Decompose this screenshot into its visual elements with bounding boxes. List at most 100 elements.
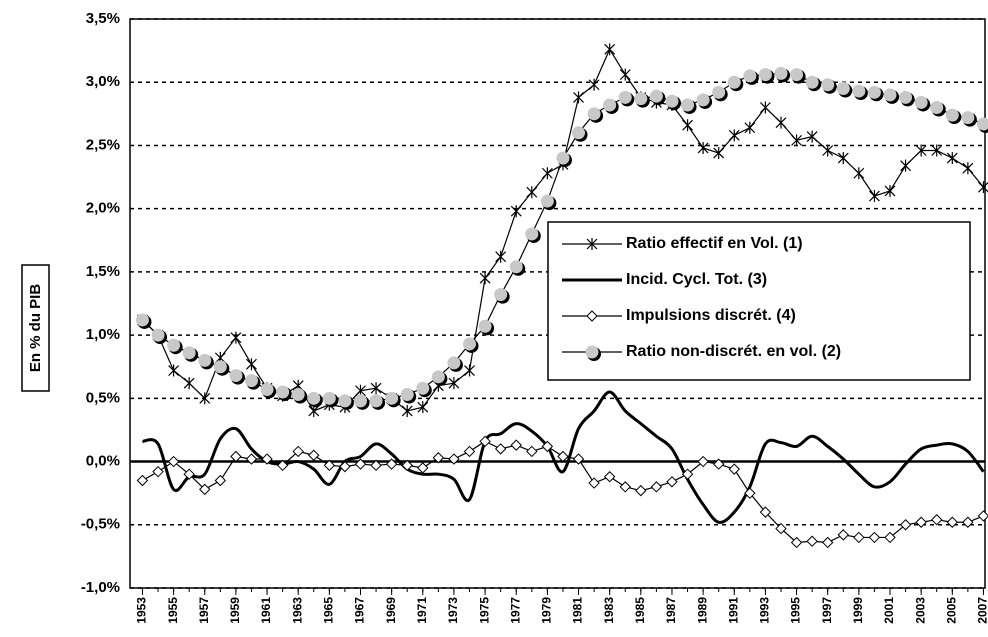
x-tick-label: 2005 bbox=[944, 597, 958, 624]
x-tick-label: 1997 bbox=[820, 597, 834, 624]
circle-marker bbox=[400, 388, 417, 404]
circle-marker bbox=[213, 360, 230, 376]
circle-marker bbox=[447, 356, 463, 372]
legend-box bbox=[547, 221, 971, 381]
diamond-marker bbox=[681, 468, 694, 480]
marker-face bbox=[213, 360, 227, 374]
marker-face bbox=[525, 227, 539, 241]
marker-face bbox=[867, 85, 881, 99]
x-tick-label: 1967 bbox=[353, 597, 367, 624]
diamond-marker bbox=[214, 474, 227, 487]
circle-marker bbox=[836, 82, 853, 98]
circle-marker bbox=[353, 394, 370, 410]
circle-marker bbox=[151, 328, 168, 345]
circle-marker bbox=[322, 391, 339, 408]
circle-marker bbox=[758, 68, 775, 84]
marker-face bbox=[945, 108, 959, 122]
y-tick-label: 0,5% bbox=[86, 389, 120, 406]
x-tick-label: 1993 bbox=[758, 597, 772, 624]
y-axis-label: En % du PIB bbox=[27, 284, 44, 373]
marker-face bbox=[790, 68, 804, 82]
asterisk-marker bbox=[978, 181, 988, 194]
marker-face bbox=[400, 388, 414, 402]
diamond-marker bbox=[230, 450, 242, 463]
diamond-marker bbox=[697, 455, 709, 468]
x-tick-label: 2001 bbox=[882, 597, 896, 624]
circle-marker bbox=[369, 394, 386, 410]
circle-marker bbox=[260, 382, 277, 399]
marker-face bbox=[681, 98, 695, 112]
asterisk-marker bbox=[586, 238, 598, 250]
marker-face bbox=[758, 68, 772, 82]
marker-face bbox=[291, 388, 305, 402]
circle-marker bbox=[696, 93, 713, 109]
diamond-marker bbox=[712, 458, 725, 470]
marker-face bbox=[585, 345, 599, 359]
marker-face bbox=[307, 391, 321, 405]
circle-marker bbox=[198, 353, 214, 370]
asterisk-marker bbox=[495, 250, 507, 263]
diamond-marker bbox=[853, 531, 865, 544]
circle-marker bbox=[618, 90, 635, 107]
circle-marker bbox=[244, 374, 261, 390]
circle-marker bbox=[587, 107, 604, 123]
asterisk-marker bbox=[744, 121, 756, 134]
y-tick-label: 1,0% bbox=[86, 326, 120, 343]
diamond-marker bbox=[199, 483, 211, 496]
marker-face bbox=[961, 111, 975, 125]
marker-face bbox=[852, 84, 866, 98]
marker-face bbox=[509, 260, 523, 274]
diamond-marker bbox=[541, 440, 554, 453]
circle-marker bbox=[914, 95, 931, 112]
diamond-marker bbox=[510, 439, 522, 451]
diamond-marker bbox=[650, 481, 663, 493]
x-tick-label: 1971 bbox=[415, 597, 429, 624]
circle-marker bbox=[556, 151, 572, 168]
diamond-marker bbox=[884, 531, 896, 544]
marker-face bbox=[260, 382, 274, 396]
circle-marker bbox=[805, 75, 822, 92]
marker-face bbox=[634, 92, 648, 106]
asterisk-marker bbox=[417, 401, 429, 414]
diamond-marker bbox=[401, 459, 413, 472]
diamond-marker bbox=[494, 443, 507, 455]
circle-marker bbox=[182, 346, 199, 362]
marker-face bbox=[727, 75, 741, 89]
diamond-marker bbox=[790, 536, 803, 549]
x-tick-label: 1977 bbox=[508, 597, 522, 624]
x-tick-label: 1985 bbox=[633, 597, 647, 624]
x-tick-label: 1989 bbox=[695, 597, 709, 624]
circle-marker bbox=[961, 111, 977, 127]
marker-face bbox=[883, 88, 897, 102]
diamond-marker bbox=[308, 449, 320, 461]
diamond-marker bbox=[603, 471, 616, 483]
legend-label: Incid. Cycl. Tot. (3) bbox=[626, 271, 767, 288]
asterisk-marker bbox=[853, 167, 865, 180]
circle-marker bbox=[852, 84, 868, 101]
y-label-box bbox=[21, 264, 50, 392]
marker-face bbox=[696, 93, 710, 107]
marker-face bbox=[556, 151, 570, 165]
diamond-marker bbox=[806, 535, 818, 547]
x-tick-label: 1953 bbox=[135, 597, 149, 624]
circle-marker bbox=[867, 85, 884, 102]
diamond-marker bbox=[276, 459, 289, 472]
asterisk-marker bbox=[541, 167, 553, 180]
asterisk-marker bbox=[900, 159, 911, 172]
diamond-marker bbox=[385, 458, 398, 470]
circle-marker bbox=[712, 85, 728, 102]
x-tick-label: 1959 bbox=[228, 597, 242, 624]
circle-marker bbox=[478, 319, 495, 336]
circle-marker bbox=[431, 370, 448, 386]
marker-face bbox=[899, 90, 913, 104]
asterisk-marker bbox=[931, 144, 943, 157]
circle-marker bbox=[338, 394, 354, 410]
asterisk-marker bbox=[806, 130, 818, 143]
asterisk-marker bbox=[962, 162, 974, 175]
circle-marker bbox=[743, 69, 759, 85]
asterisk-marker bbox=[573, 91, 584, 104]
x-tick-label: 1979 bbox=[540, 597, 554, 624]
legend-label: Ratio non-discrét. en vol. (2) bbox=[626, 343, 841, 360]
circle-marker bbox=[291, 388, 308, 404]
